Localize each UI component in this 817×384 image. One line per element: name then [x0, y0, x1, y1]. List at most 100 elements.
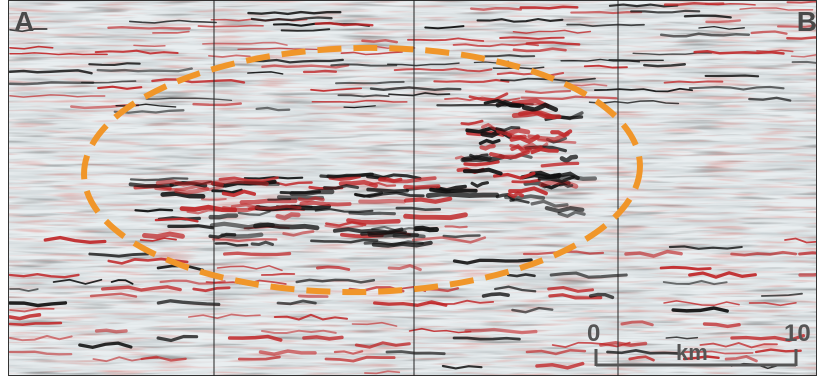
reflector-streak — [748, 96, 792, 102]
reflector-streak — [267, 198, 292, 201]
reflector-streak — [9, 94, 106, 98]
reflector-streak — [8, 350, 73, 356]
reflector-streak — [139, 237, 177, 242]
reflector-streak — [760, 292, 803, 297]
reflector-streak — [704, 3, 756, 6]
reflector-streak — [476, 17, 564, 23]
reflector-streak — [557, 174, 598, 182]
reflector-streak — [151, 78, 246, 84]
reflector-streak — [549, 271, 628, 279]
reflector-streak — [247, 10, 342, 16]
reflector-streak — [192, 102, 242, 107]
reflector-streak — [358, 198, 406, 204]
reflector-streak — [202, 41, 288, 46]
reflector-streak — [403, 196, 453, 204]
reflector-streak — [378, 177, 403, 183]
reflector-streak — [411, 236, 487, 244]
reflector-streak — [496, 127, 531, 137]
reflector-streak — [9, 288, 39, 292]
reflector-streak — [594, 87, 693, 93]
reflector-streak — [280, 28, 331, 32]
reflector-streak — [94, 49, 179, 55]
reflector-streak — [784, 237, 817, 244]
reflector-streak — [599, 340, 648, 347]
reflector-streak — [188, 313, 261, 320]
reflector-streak — [387, 263, 422, 272]
reflector-streak — [462, 167, 503, 176]
reflector-streak — [208, 54, 251, 58]
section-start-label: A — [14, 6, 35, 37]
reflector-streak — [237, 355, 281, 361]
reflector-streak — [343, 105, 376, 109]
reflector-streak — [519, 5, 579, 10]
reflector-streak — [468, 92, 509, 102]
reflector-streak — [333, 350, 364, 355]
reflector-streak — [155, 179, 224, 188]
reflector-streak — [630, 9, 701, 14]
reflector-streak — [507, 191, 525, 199]
reflector-streak — [557, 210, 586, 219]
reflector-streak — [671, 306, 729, 313]
reflector-streak — [606, 349, 680, 355]
reflector-streak — [688, 85, 785, 91]
reflector-streak — [128, 182, 174, 188]
reflector-streak — [460, 119, 484, 126]
reflector-streak — [9, 307, 55, 313]
reflector-streak — [97, 85, 143, 90]
reflector-streak — [470, 7, 523, 11]
reflector-streak — [425, 191, 500, 199]
reflector-streak — [258, 349, 317, 357]
highlight-ellipse — [81, 44, 643, 296]
reflector-streak — [156, 334, 199, 343]
reflector-streak — [367, 232, 420, 238]
reflector-streak — [255, 106, 291, 112]
reflector-streak — [9, 334, 73, 342]
reflector-streak — [295, 278, 376, 284]
reflector-streak — [9, 45, 54, 50]
reflector-streak — [211, 188, 243, 195]
reflector-streak — [791, 60, 817, 64]
reflector-streak — [332, 227, 404, 235]
reflector-streak — [247, 71, 284, 75]
reflector-streak — [464, 327, 538, 335]
reflector-streak — [88, 62, 141, 66]
reflector-streak — [452, 43, 540, 48]
reflector-streak — [167, 224, 215, 230]
reflector-streak — [424, 25, 465, 30]
reflector-streak — [351, 321, 398, 327]
reflector-streak — [330, 63, 398, 67]
reflector-streak — [239, 198, 298, 205]
reflector-streak — [94, 328, 128, 334]
reflector-streak — [328, 174, 361, 181]
reflector-streak — [427, 299, 495, 305]
reflector-streak — [346, 218, 401, 225]
reflector-streak — [179, 204, 238, 213]
reflector-streak — [9, 52, 108, 56]
reflector-streak — [361, 39, 399, 44]
reflector-streak — [261, 64, 350, 69]
reflector-streak — [506, 273, 536, 278]
reflector-streak — [628, 355, 655, 362]
reflector-streak — [535, 361, 585, 370]
reflector-streak — [340, 51, 403, 56]
reflector-streak — [588, 292, 615, 300]
reflector-streak — [730, 250, 798, 257]
reflector-streak — [140, 355, 187, 362]
reflector-streak — [525, 41, 581, 46]
reflector-streak — [511, 98, 550, 109]
reflector-streak — [52, 278, 103, 285]
reflector-streak — [520, 95, 618, 101]
reflector-streak — [525, 348, 587, 356]
reflector-streak — [530, 199, 569, 208]
reflector-streak — [348, 211, 396, 216]
reflector-streak — [8, 81, 95, 86]
reflector-streak — [547, 285, 594, 293]
reflector-streak — [659, 265, 712, 271]
reflector-streak — [192, 286, 231, 293]
reflector-streak — [620, 320, 654, 327]
reflector-streak — [484, 54, 536, 58]
reflector-streak — [214, 242, 249, 247]
reflector-streak — [110, 279, 134, 285]
reflector-streak — [314, 208, 374, 213]
